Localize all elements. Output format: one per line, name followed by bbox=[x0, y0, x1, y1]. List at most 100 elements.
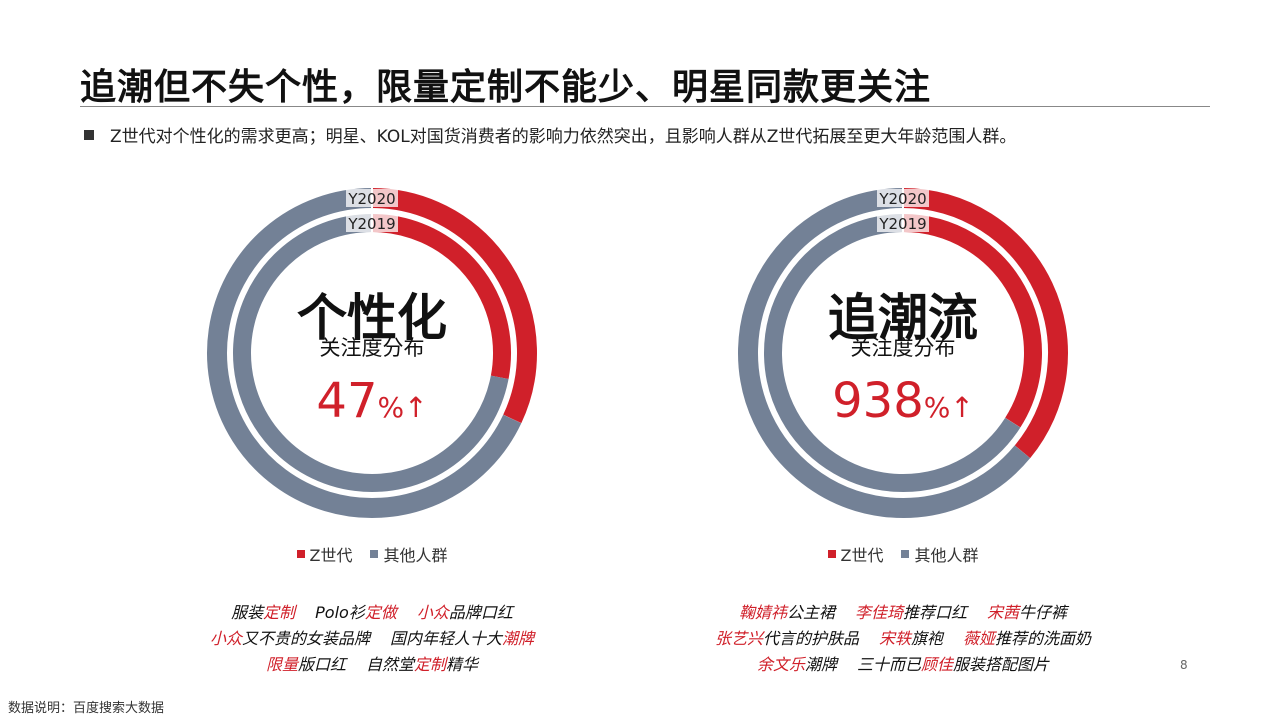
chart-change-value: 938%↑ bbox=[733, 373, 1073, 429]
change-number: 938 bbox=[832, 373, 924, 429]
keyword-text: 代言的护肤品 bbox=[762, 629, 859, 648]
legend-swatch-z bbox=[827, 550, 836, 558]
keyword-tag: 小众品牌口红 bbox=[417, 603, 513, 622]
keyword-text: 推荐口红 bbox=[903, 603, 968, 622]
keyword-tag: Polo衫定做 bbox=[315, 603, 397, 622]
keyword-tag: 张艺兴代言的护肤品 bbox=[715, 629, 859, 648]
chart-center-subtitle: 关注度分布 bbox=[850, 336, 956, 360]
keyword-text: 推荐的洗面奶 bbox=[995, 629, 1092, 648]
change-unit: % bbox=[377, 391, 405, 424]
ring-label-y2020: Y2020 bbox=[878, 190, 926, 208]
keyword-text: 又不贵的女装品牌 bbox=[241, 629, 370, 648]
legend-label-z: Z世代 bbox=[840, 546, 884, 565]
keyword-highlight: 限量 bbox=[265, 655, 298, 674]
keyword-highlight: 潮牌 bbox=[502, 629, 535, 648]
chart-legend: Z世代 其他人群 bbox=[733, 542, 1073, 566]
keyword-tag: 余文乐潮牌 bbox=[757, 655, 837, 674]
keyword-text: 品牌口红 bbox=[448, 603, 513, 622]
page-number: 8 bbox=[1180, 658, 1188, 672]
ring-label-y2019: Y2019 bbox=[878, 215, 926, 233]
keyword-highlight: 薇娅 bbox=[963, 629, 996, 648]
keyword-text: 国内年轻人十大 bbox=[390, 629, 503, 648]
keyword-highlight: 张艺兴 bbox=[714, 629, 763, 648]
keyword-text: Polo衫 bbox=[315, 603, 365, 622]
keyword-tag: 国内年轻人十大潮牌 bbox=[390, 629, 534, 648]
keyword-tag: 薇娅推荐的洗面奶 bbox=[963, 629, 1091, 648]
keyword-tags: 服装定制 Polo衫定做 小众品牌口红 小众又不贵的女装品牌 国内年轻人十大潮牌 限量版口… bbox=[162, 600, 582, 678]
keyword-text: 公主裙 bbox=[786, 603, 835, 622]
keyword-tag: 宋茜牛仔裤 bbox=[987, 603, 1067, 622]
keyword-text: 服装搭配图片 bbox=[953, 655, 1050, 674]
tag-row: 张艺兴代言的护肤品 宋轶旗袍 薇娅推荐的洗面奶 bbox=[693, 626, 1113, 652]
up-arrow-icon: ↑ bbox=[950, 391, 974, 424]
chart-center-title: 个性化 bbox=[297, 289, 447, 347]
ring-label-bg bbox=[877, 189, 929, 207]
tag-row: 服装定制 Polo衫定做 小众品牌口红 bbox=[162, 600, 582, 626]
keyword-text: 自然堂 bbox=[365, 655, 414, 674]
keyword-text: 潮牌 bbox=[804, 655, 837, 674]
keyword-text: 服装 bbox=[231, 603, 264, 622]
ring-y2019-z-arc bbox=[371, 214, 511, 379]
legend-item-other: 其他人群 bbox=[370, 542, 447, 566]
ring-label-bg bbox=[877, 214, 929, 232]
tag-row: 小众又不贵的女装品牌 国内年轻人十大潮牌 bbox=[162, 626, 582, 652]
legend-label-z: Z世代 bbox=[309, 546, 353, 565]
keyword-tag: 李佳琦推荐口红 bbox=[855, 603, 967, 622]
ring-label-bg bbox=[346, 189, 398, 207]
legend-swatch-z bbox=[296, 550, 305, 558]
keyword-highlight: 宋茜 bbox=[987, 603, 1020, 622]
ring-label-y2019: Y2019 bbox=[347, 215, 395, 233]
summary-bullet: Z世代对个性化的需求更高；明星、KOL对国货消费者的影响力依然突出，且影响人群从… bbox=[84, 122, 1016, 147]
keyword-tag: 鞠婧祎公主裙 bbox=[739, 603, 835, 622]
keyword-tag: 限量版口红 bbox=[266, 655, 346, 674]
legend-label-other: 其他人群 bbox=[914, 546, 979, 565]
summary-text: Z世代对个性化的需求更高；明星、KOL对国货消费者的影响力依然突出，且影响人群从… bbox=[110, 127, 1017, 147]
ring-y2019-z-arc bbox=[902, 214, 1042, 428]
ring-y2020-z-arc bbox=[902, 188, 1068, 459]
keyword-highlight: 定制 bbox=[414, 655, 447, 674]
keyword-tag: 小众又不贵的女装品牌 bbox=[210, 629, 370, 648]
page-title: 追潮但不失个性，限量定制不能少、明星同款更关注 bbox=[80, 67, 932, 108]
chart-center-title: 追潮流 bbox=[828, 289, 978, 347]
tag-row: 鞠婧祎公主裙 李佳琦推荐口红 宋茜牛仔裤 bbox=[693, 600, 1113, 626]
keyword-text: 精华 bbox=[446, 655, 479, 674]
keyword-highlight: 定制 bbox=[263, 603, 296, 622]
chart-legend: Z世代 其他人群 bbox=[202, 542, 542, 566]
donut-chart-trend: Y2020 Y2019 bbox=[738, 188, 1068, 518]
keyword-tag: 三十而已顾佳服装搭配图片 bbox=[857, 655, 1049, 674]
change-number: 47 bbox=[316, 373, 378, 429]
keyword-highlight: 顾佳 bbox=[921, 655, 954, 674]
keyword-tag: 服装定制 bbox=[231, 603, 295, 622]
chart-center-subtitle: 关注度分布 bbox=[319, 336, 425, 360]
chart-change-value: 47%↑ bbox=[202, 373, 542, 429]
keyword-text: 三十而已 bbox=[856, 655, 921, 674]
keyword-highlight: 李佳琦 bbox=[854, 603, 903, 622]
donut-chart-personalization: Y2020 Y2019 bbox=[207, 188, 537, 518]
keyword-tag: 宋轶旗袍 bbox=[879, 629, 943, 648]
chart-personalization: Y2020 Y2019 个性化 关注度分布 47%↑ Z世代 其他人群 服装定制 P… bbox=[202, 180, 562, 674]
ring-y2019-other-arc bbox=[764, 214, 1021, 492]
data-source-note: 数据说明：百度搜索大数据 bbox=[8, 701, 165, 716]
legend-item-z: Z世代 bbox=[827, 542, 884, 566]
keyword-tags: 鞠婧祎公主裙 李佳琦推荐口红 宋茜牛仔裤 张艺兴代言的护肤品 宋轶旗袍 薇娅推荐的洗面奶余… bbox=[693, 600, 1113, 678]
keyword-highlight: 鞠婧祎 bbox=[738, 603, 787, 622]
change-unit: % bbox=[923, 391, 951, 424]
title-divider bbox=[80, 106, 1210, 107]
keyword-highlight: 定做 bbox=[364, 603, 397, 622]
keyword-text: 旗袍 bbox=[911, 629, 944, 648]
keyword-highlight: 宋轶 bbox=[878, 629, 911, 648]
tag-row: 余文乐潮牌 三十而已顾佳服装搭配图片 bbox=[693, 652, 1113, 678]
legend-swatch-other bbox=[370, 550, 379, 558]
chart-trend: Y2020 Y2019 追潮流 关注度分布 938%↑ Z世代 其他人群 鞠婧祎公… bbox=[715, 180, 1093, 674]
up-arrow-icon: ↑ bbox=[404, 391, 428, 424]
tag-row: 限量版口红 自然堂定制精华 bbox=[162, 652, 582, 678]
ring-y2020-z-arc bbox=[371, 188, 537, 424]
legend-label-other: 其他人群 bbox=[383, 546, 448, 565]
ring-label-y2020: Y2020 bbox=[347, 190, 395, 208]
ring-y2020-other-arc bbox=[738, 188, 1031, 518]
keyword-tag: 自然堂定制精华 bbox=[366, 655, 478, 674]
legend-item-z: Z世代 bbox=[296, 542, 353, 566]
bullet-square-icon bbox=[84, 129, 94, 140]
keyword-highlight: 余文乐 bbox=[756, 655, 805, 674]
legend-swatch-other bbox=[901, 550, 910, 558]
